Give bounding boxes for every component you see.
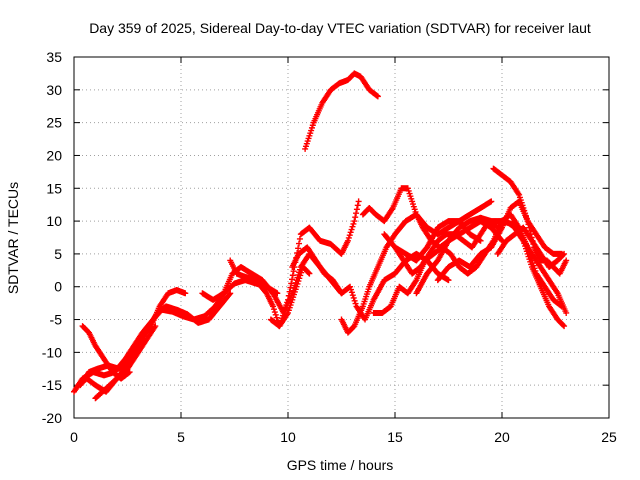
data-point (346, 232, 353, 239)
data-point (524, 218, 531, 225)
data-point (288, 280, 295, 287)
data-point (563, 257, 570, 264)
y-tick-label: 0 (54, 279, 62, 295)
y-tick-label: -5 (50, 312, 63, 328)
series-arc-15 (381, 198, 495, 264)
data-point (352, 214, 359, 221)
data-point (285, 292, 292, 299)
series-arc-16 (413, 214, 568, 330)
data-point (347, 229, 354, 236)
data-point (348, 289, 355, 296)
x-axis-label: GPS time / hours (287, 457, 394, 473)
data-point (271, 309, 278, 316)
series-arc-2 (75, 290, 234, 395)
data-point (353, 210, 360, 217)
data-point (297, 272, 304, 279)
data-point (306, 270, 313, 277)
y-tick-label: 5 (54, 246, 62, 262)
data-point (152, 323, 159, 330)
data-point (305, 269, 312, 276)
y-tick-label: 35 (46, 49, 62, 65)
data-point (560, 251, 567, 258)
data-point (270, 306, 277, 313)
data-point (488, 198, 495, 205)
y-axis-label: SDTVAR / TECUs (5, 182, 21, 294)
data-point (287, 284, 294, 291)
data-point (561, 323, 568, 330)
x-tick-label: 0 (70, 429, 78, 445)
x-tick-label: 20 (494, 429, 510, 445)
x-tick-label: 10 (280, 429, 296, 445)
data-point (525, 221, 532, 228)
data-point (374, 93, 381, 100)
data-point (353, 206, 360, 213)
x-tick-label: 5 (177, 429, 185, 445)
data-point (347, 283, 354, 290)
data-point (348, 226, 355, 233)
data-point (182, 290, 189, 297)
y-tick-label: 15 (46, 180, 62, 196)
data-point (295, 278, 302, 285)
data-point (350, 220, 357, 227)
data-point (498, 236, 505, 243)
y-tick-label: 30 (46, 82, 62, 98)
data-point (270, 303, 277, 310)
y-tick-label: -15 (42, 377, 62, 393)
data-point (563, 309, 570, 316)
data-point (345, 234, 352, 241)
data-point (289, 272, 296, 279)
series-arc-9 (289, 244, 452, 323)
x-tick-label: 15 (387, 429, 403, 445)
data-point (296, 275, 303, 282)
data-point (350, 294, 357, 301)
data-point (290, 268, 297, 275)
data-point (296, 235, 303, 242)
series-arc-14 (392, 218, 570, 316)
y-axis-ticks: -20 -15 -10 -5 0 5 10 15 20 25 30 35 (42, 49, 609, 426)
data-point (519, 236, 526, 243)
data-point (294, 280, 301, 287)
y-tick-label: 20 (46, 147, 62, 163)
data-point (526, 224, 533, 231)
data-point (354, 202, 361, 209)
data-point (349, 223, 356, 230)
data-point (296, 240, 303, 247)
data-series (71, 70, 570, 402)
y-tick-label: 25 (46, 115, 62, 131)
series-arc-4 (77, 287, 189, 389)
chart-title: Day 359 of 2025, Sidereal Day-to-day VTE… (89, 20, 591, 36)
data-point (289, 276, 296, 283)
data-point (561, 250, 568, 257)
plot-frame (73, 56, 610, 419)
data-point (560, 322, 567, 329)
data-point (295, 245, 302, 252)
data-point (272, 311, 279, 318)
data-point (286, 288, 293, 295)
series-arc-5 (92, 323, 159, 402)
data-point (445, 277, 452, 284)
data-point (273, 314, 280, 321)
series-arc-1 (71, 277, 281, 395)
series-arc-10 (302, 70, 381, 152)
data-point (226, 291, 233, 298)
data-point (298, 269, 305, 276)
x-axis-ticks: 0 5 10 15 20 25 (70, 57, 617, 445)
data-point (349, 292, 356, 299)
y-tick-label: 10 (46, 213, 62, 229)
data-point (344, 237, 351, 244)
data-point (347, 286, 354, 293)
data-point (352, 300, 359, 307)
data-point (351, 297, 358, 304)
data-point (355, 198, 362, 205)
data-point (285, 296, 291, 303)
data-point (351, 218, 358, 225)
x-tick-label: 25 (601, 429, 617, 445)
data-point (227, 290, 234, 297)
series-arc-19 (494, 224, 568, 271)
y-tick-label: -10 (42, 344, 62, 360)
data-point (293, 283, 300, 290)
series-arc-7 (227, 257, 313, 330)
y-tick-label: -20 (42, 410, 62, 426)
